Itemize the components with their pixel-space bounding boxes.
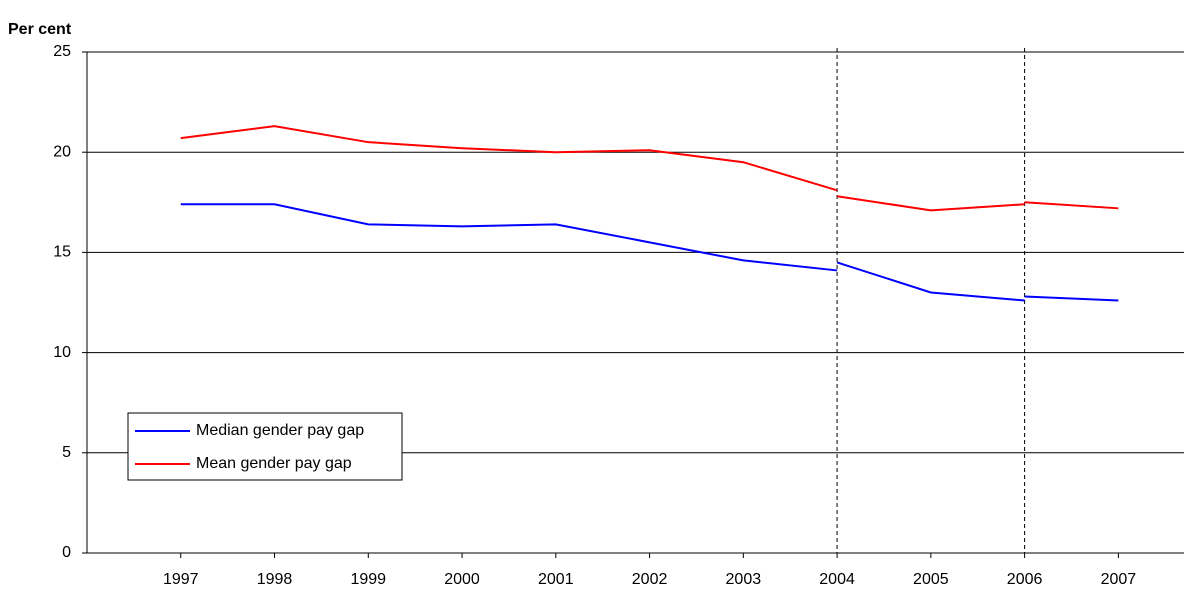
legend-box <box>127 412 403 481</box>
x-tick-label: 1997 <box>163 571 199 588</box>
x-tick-label: 1998 <box>257 571 293 588</box>
x-tick-label: 2007 <box>1101 571 1137 588</box>
y-tick-label: 25 <box>53 43 71 60</box>
x-tick-label: 2004 <box>819 571 855 588</box>
series-line <box>180 203 1119 302</box>
x-tick-label: 2003 <box>726 571 762 588</box>
legend-label: Mean gender pay gap <box>196 455 352 472</box>
y-tick-label: 20 <box>53 143 71 160</box>
y-tick-label: 0 <box>62 544 71 561</box>
legend-label: Median gender pay gap <box>196 422 364 439</box>
y-tick-label: 15 <box>53 244 71 261</box>
y-axis-label: Per cent <box>8 21 72 38</box>
x-tick-label: 2005 <box>913 571 949 588</box>
x-tick-label: 2006 <box>1007 571 1043 588</box>
series-line <box>180 125 1119 212</box>
x-tick-label: 1999 <box>350 571 386 588</box>
y-tick-label: 10 <box>53 344 71 361</box>
x-tick-label: 2002 <box>632 571 668 588</box>
x-tick-label: 2001 <box>538 571 574 588</box>
y-tick-label: 5 <box>62 444 71 461</box>
x-tick-label: 2000 <box>444 571 480 588</box>
